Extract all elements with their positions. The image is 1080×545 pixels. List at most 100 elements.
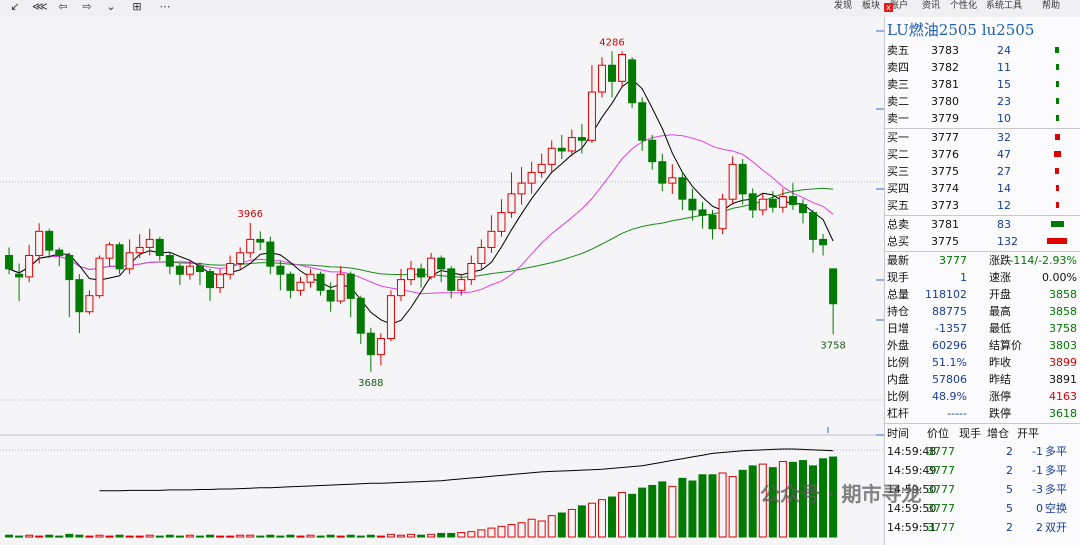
ask-volume: 24 [997,44,1011,57]
volume-bar [35,535,44,538]
candle [557,134,566,160]
candle-body [366,332,375,356]
candle [748,188,757,218]
candle [115,242,124,275]
candle-body [105,244,114,259]
grid-plus-icon[interactable]: ⊞ [132,0,142,13]
candle-body [326,289,335,302]
candle [547,140,556,173]
candle-body [286,273,295,291]
stat-label: 涨停 [989,390,1011,403]
arrow-right-icon[interactable]: ⇨ [82,0,92,13]
menu-item-5[interactable]: 系统工具 [986,1,1023,11]
stat-value: 3803 [1049,339,1077,352]
candle-body [819,238,828,246]
volume-bar [266,534,275,538]
arrow-left-icon[interactable]: ⇦ [58,0,68,13]
volume-bar [276,535,285,538]
volume-bar [306,534,315,538]
volume-bar [65,533,74,538]
bid-label: 买三 [887,165,909,178]
candle [407,260,416,285]
stat-value: 51.1% [932,356,967,369]
candle-body [487,230,496,248]
candle [55,247,64,267]
more-icon[interactable]: ⋯ [159,0,171,13]
candle [788,183,797,210]
ask-price: 3779 [931,112,959,125]
close-icon[interactable]: x [884,3,893,12]
tick-oi: -1 [1032,445,1043,458]
candle [417,263,426,288]
volume-bar [467,531,476,538]
arrow-down-left-icon[interactable]: ↙ [10,0,20,13]
ask-row[interactable]: 卖四 3782 11 [885,59,1080,76]
tick-type: 空换 [1045,502,1067,515]
ask-label: 卖二 [887,95,909,108]
candle-body [356,297,365,334]
bid-label: 买二 [887,148,909,161]
ask-row[interactable]: 卖二 3780 23 [885,93,1080,110]
volume-bar [195,535,204,538]
candle [296,276,305,296]
candle [316,271,325,296]
menu-item-3[interactable]: 资讯 [922,1,941,11]
bid-label: 买四 [887,182,909,195]
candle [306,268,315,288]
ask-label: 卖一 [887,112,909,125]
volume-bar [829,456,838,538]
candle-body [216,273,225,289]
candle-body [648,139,657,163]
candle [5,247,14,275]
ask-row[interactable]: 卖一 3779 10 [885,110,1080,127]
ask-volume-bar [1055,81,1059,87]
price-annotation: 4286 [599,37,624,48]
ask-label: 卖四 [887,61,909,74]
ticks-header-cell: 时间 [887,427,909,440]
candle [698,201,707,229]
candle-body [75,279,84,313]
candle-body [417,268,426,278]
ask-volume-bar [1055,64,1059,70]
bid-row[interactable]: 买四 3774 14 [885,180,1080,197]
double-chevron-down-icon[interactable]: ⌄ [106,0,116,13]
watermark: 公众号 · 期市寻龙 [760,482,922,506]
candle-body [437,257,446,270]
ask-row[interactable]: 卖五 3783 24 [885,42,1080,59]
candle [346,271,355,318]
bid-row[interactable]: 买二 3776 47 [885,146,1080,163]
total-volume-bar [1050,221,1064,227]
total-row[interactable]: 总卖 3781 83 [885,216,1080,233]
menu-item-4[interactable]: 个性化 [950,1,978,11]
menu-item-6[interactable]: 帮助 [1042,1,1061,11]
candle [45,228,54,259]
tick-oi: 2 [1036,521,1043,534]
stat-value: 57806 [932,373,967,386]
tick-price: 3777 [927,445,955,458]
price-annotation: 3966 [237,209,262,220]
bid-price: 3774 [931,182,959,195]
total-row[interactable]: 总买 3775 132 [885,233,1080,250]
bid-row[interactable]: 买五 3773 12 [885,197,1080,214]
bid-row[interactable]: 买一 3777 32 [885,129,1080,146]
menu-item-0[interactable]: 发现 [834,1,853,11]
candle-body [407,268,416,281]
ask-price: 3783 [931,44,959,57]
stat-row: 最新 3777 涨跌 -114/-2.93% [885,252,1080,269]
menu-item-1[interactable]: 板块 [862,1,881,11]
volume-bar [85,535,94,538]
volume-bar [487,527,496,538]
quote-panel: LU燃油2505 lu2505 卖五 3783 24 卖四 3782 11 卖三 3781 15 卖… [884,17,1080,545]
menu-item-2[interactable]: 账户 [890,1,909,11]
total-label: 总买 [887,235,909,248]
kline-chart[interactable]: 4286 3966 3688 3758 [0,17,884,545]
candle [135,234,144,259]
ask-row[interactable]: 卖三 3781 15 [885,76,1080,93]
stat-label: 现手 [887,271,909,284]
volume-bar [628,493,637,538]
volume-bar [718,472,727,538]
tick-price: 3777 [927,521,955,534]
bid-row[interactable]: 买三 3775 27 [885,163,1080,180]
double-chevron-left-icon[interactable]: ⋘ [32,0,48,13]
volume-bar [45,534,54,538]
